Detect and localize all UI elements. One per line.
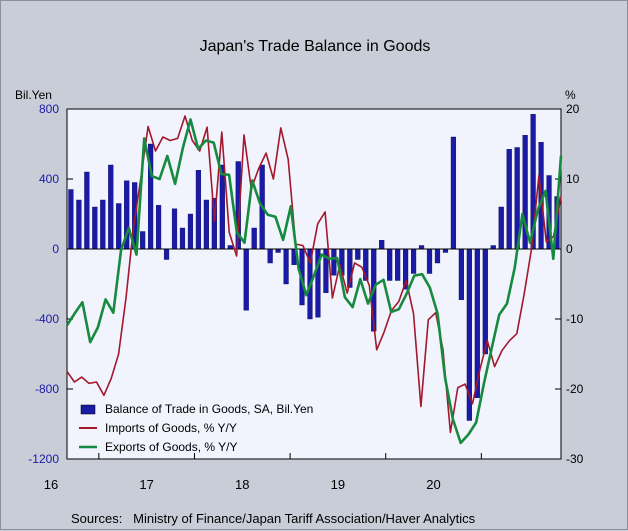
balance-bar <box>76 199 82 250</box>
right-tick-label: 0 <box>566 242 573 256</box>
balance-bar <box>434 248 441 264</box>
balance-bar <box>498 206 504 250</box>
legend: Balance of Trade in Goods, SA, Bil.Yen I… <box>79 402 313 454</box>
balance-bar <box>116 203 122 250</box>
balance-bar <box>84 171 90 250</box>
balance-bar <box>482 248 488 355</box>
balance-bar <box>251 227 257 250</box>
left-tick-label: 800 <box>39 102 59 116</box>
balance-bar <box>179 227 186 250</box>
balance-bar <box>227 245 233 250</box>
balance-bar <box>442 248 449 253</box>
left-tick-label: -400 <box>35 312 59 326</box>
right-tick-label: 10 <box>566 172 580 186</box>
balance-bar <box>219 164 225 250</box>
x-axis: 16 17 18 19 20 <box>44 453 482 492</box>
balance-bar <box>458 248 464 300</box>
balance-bar <box>108 164 114 250</box>
right-tick-label: 20 <box>566 102 580 116</box>
balance-bar <box>395 248 401 281</box>
balance-bar <box>195 170 202 250</box>
right-tick-label: -10 <box>566 312 584 326</box>
left-tick-label: -1200 <box>28 452 59 466</box>
balance-bar <box>275 248 281 253</box>
balance-bar <box>426 248 433 274</box>
balance-bar <box>490 245 496 250</box>
imports-line <box>66 115 562 434</box>
balance-bar <box>410 248 417 274</box>
balance-bar <box>243 248 249 311</box>
balance-bar <box>140 231 146 250</box>
balance-bar <box>418 245 425 250</box>
left-tick-label: 400 <box>39 172 59 186</box>
legend-swatch-balance <box>80 404 96 415</box>
left-tick-label: -800 <box>35 382 59 396</box>
legend-label-exports: Exports of Goods, % Y/Y <box>105 440 238 454</box>
left-axis: 800 400 0 -400 -800 -1200 <box>28 102 73 466</box>
legend-label-balance: Balance of Trade in Goods, SA, Bil.Yen <box>105 402 313 416</box>
x-tick-label: 20 <box>426 477 440 492</box>
balance-bar <box>187 213 194 250</box>
chart-title: Japan's Trade Balance in Goods <box>200 38 431 55</box>
right-tick-label: -20 <box>566 382 584 396</box>
x-tick-label: 18 <box>235 477 249 492</box>
x-tick-label: 16 <box>44 477 58 492</box>
balance-bar <box>155 205 162 250</box>
balance-bar <box>100 199 106 250</box>
balance-bar <box>203 199 209 250</box>
right-axis-unit: % <box>565 88 576 102</box>
left-axis-unit: Bil.Yen <box>15 88 52 102</box>
right-tick-label: -30 <box>566 452 584 466</box>
left-tick-label: 0 <box>52 242 59 256</box>
exports-line <box>65 118 563 445</box>
balance-bar <box>379 240 385 250</box>
series-lines <box>65 115 563 445</box>
balance-bar <box>450 136 457 250</box>
legend-label-imports: Imports of Goods, % Y/Y <box>105 421 237 435</box>
x-tick-label: 19 <box>331 477 345 492</box>
balance-bar <box>506 149 512 250</box>
balance-bar <box>163 248 170 260</box>
source-note: Sources: Ministry of Finance/Japan Tarif… <box>71 511 476 526</box>
balance-bar <box>68 189 74 250</box>
balance-bar <box>283 248 289 285</box>
balance-bar <box>355 248 361 260</box>
balance-bar <box>92 206 98 250</box>
balance-bar <box>387 248 393 281</box>
x-tick-label: 17 <box>139 477 153 492</box>
balance-bar <box>267 248 273 264</box>
balance-bar <box>171 208 178 250</box>
right-axis: 20 10 0 -10 -20 -30 <box>555 102 584 466</box>
balance-bar <box>331 248 337 276</box>
